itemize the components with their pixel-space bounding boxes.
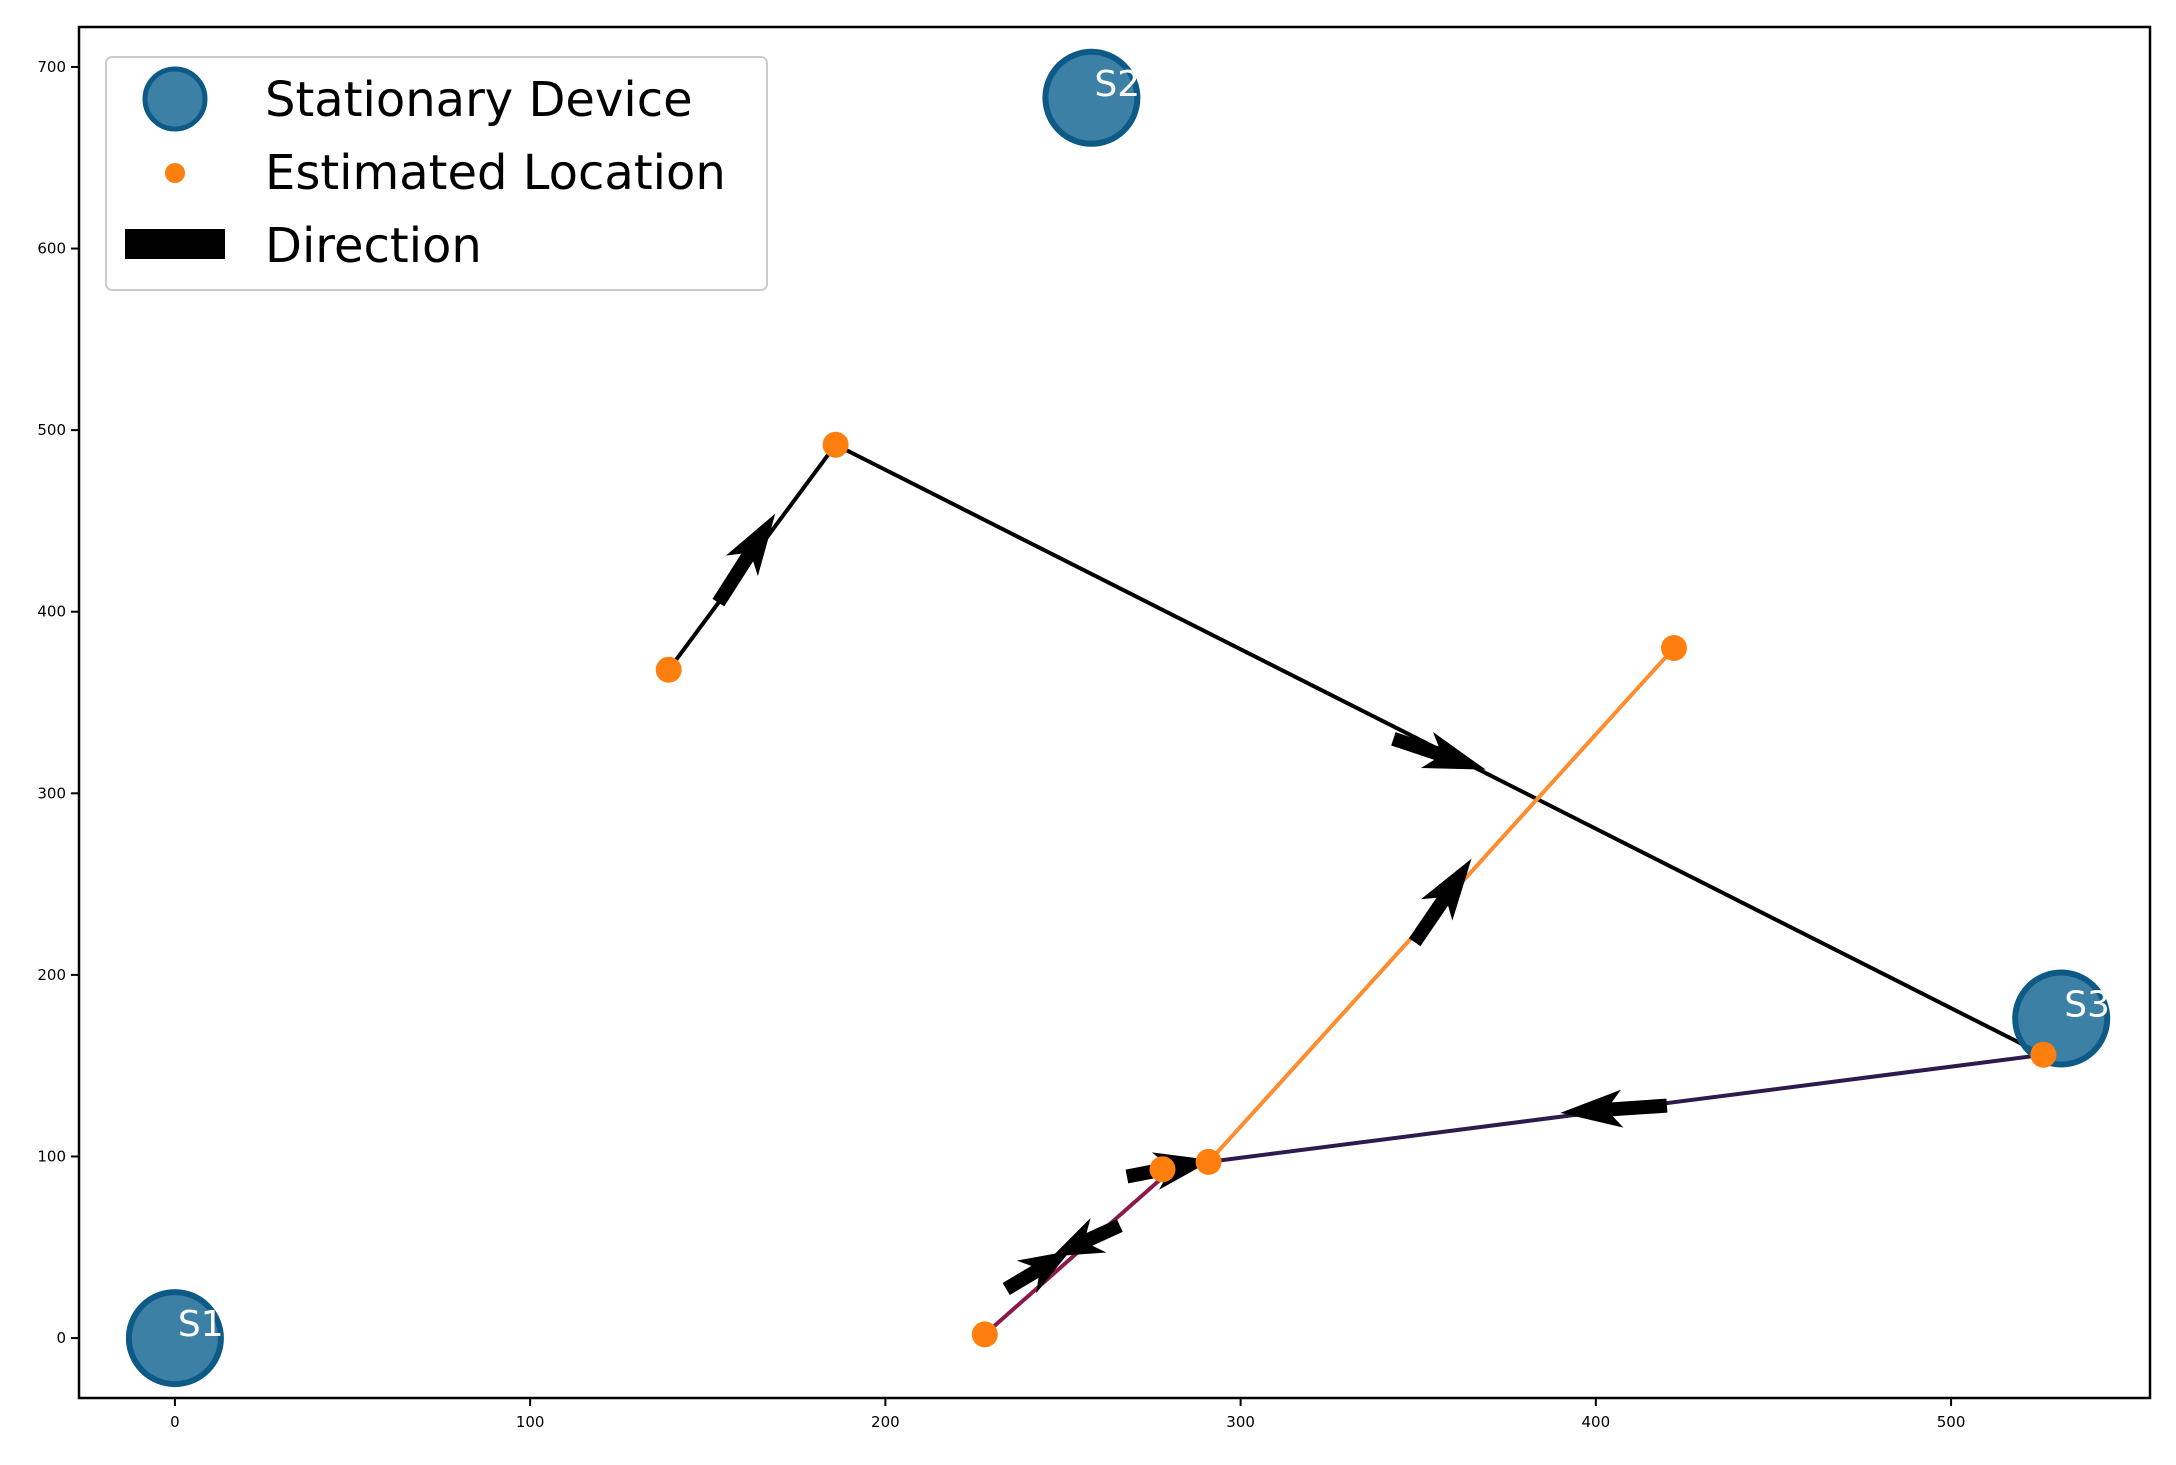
- x-tick-label: 500: [1937, 1413, 1966, 1431]
- legend-marker-estimated: [165, 163, 185, 183]
- legend-label-direction: Direction: [265, 218, 482, 274]
- direction-arrow-shape: [1408, 858, 1472, 947]
- x-tick-label: 400: [1582, 1413, 1611, 1431]
- stationary-device-marker: [1042, 48, 1141, 147]
- legend: Stationary Device Estimated Location Dir…: [105, 56, 768, 291]
- direction-arrow: [712, 513, 776, 607]
- direction-arrow: [1560, 1089, 1668, 1128]
- estimated-location-point: [1661, 635, 1687, 661]
- direction-arrow-shape: [1391, 731, 1486, 770]
- arrows-layer: [712, 513, 1668, 1296]
- stationary-device-label: S1: [178, 1304, 224, 1345]
- stationary-device-label: S2: [1094, 64, 1140, 105]
- y-tick-label: 500: [37, 421, 66, 439]
- x-tick-label: 200: [871, 1413, 900, 1431]
- y-tick-label: 600: [37, 240, 66, 258]
- direction-arrow: [1391, 731, 1486, 770]
- y-tick-label: 700: [37, 58, 66, 76]
- direction-arrow-shape: [1560, 1089, 1668, 1128]
- estimated-location-point: [1149, 1156, 1176, 1183]
- estimated-location-point: [655, 656, 682, 683]
- stationary-device-label: S3: [2064, 985, 2110, 1026]
- legend-box: [105, 56, 768, 291]
- y-tick-label: 200: [37, 966, 66, 984]
- direction-arrow-shape: [712, 513, 776, 607]
- direction-arrow: [1052, 1217, 1123, 1257]
- points-layer: [655, 431, 2057, 1348]
- legend-label-stationary: Stationary Device: [265, 72, 693, 128]
- x-tick-label: 0: [170, 1413, 180, 1431]
- legend-label-estimated: Estimated Location: [265, 145, 726, 201]
- estimated-location-point: [2030, 1041, 2057, 1068]
- direction-arrow-shape: [1002, 1250, 1071, 1296]
- stationary-device-marker: [125, 1289, 224, 1388]
- y-tick-label: 100: [37, 1147, 66, 1165]
- x-tick-label: 300: [1226, 1413, 1255, 1431]
- estimated-location-point: [1195, 1148, 1222, 1175]
- y-axis: 0 100 200 300 400 500 600 700: [37, 58, 79, 1347]
- direction-arrow: [1408, 858, 1472, 947]
- x-tick-label: 100: [516, 1413, 545, 1431]
- legend-marker-direction: [125, 229, 225, 259]
- stations-layer: S1 S2 S3: [125, 48, 2111, 1388]
- direction-arrow-shape: [1052, 1217, 1123, 1257]
- y-tick-label: 300: [37, 784, 66, 802]
- y-tick-label: 400: [37, 603, 66, 621]
- plot-frame: [77, 25, 2152, 1400]
- x-axis: 0 100 200 300 400 500: [170, 1398, 1965, 1431]
- legend-marker-stationary: [142, 66, 208, 132]
- direction-arrow: [1002, 1250, 1071, 1296]
- y-tick-label: 0: [56, 1329, 66, 1347]
- estimated-location-point: [971, 1321, 998, 1348]
- estimated-location-point: [822, 431, 849, 458]
- stationary-device-marker: [2012, 969, 2111, 1068]
